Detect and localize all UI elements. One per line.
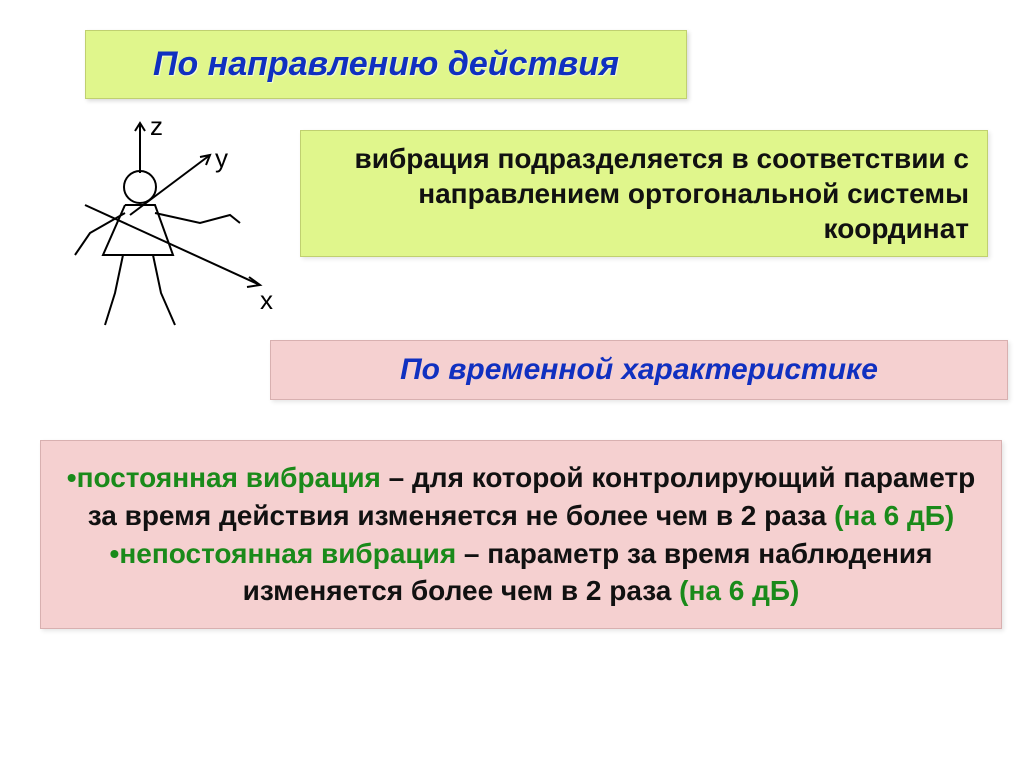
direction-description-box: вибрация подразделяется в соответствии с… [300,130,988,257]
axis-z-label: z [150,111,163,142]
bullet-1: • [67,462,77,493]
constant-vibration-line: •постоянная вибрация – для которой контр… [61,459,981,535]
constant-term: постоянная вибрация [77,462,381,493]
time-characteristic-heading-text: По временной характеристике [400,353,878,386]
nonconstant-vibration-line: •непостоянная вибрация – параметр за вре… [61,535,981,611]
direction-description-text: вибрация подразделяется в соответствии с… [319,141,969,246]
coordinate-stick-figure-diagram: z y x [35,115,285,335]
axis-y-label: y [215,143,228,174]
stick-figure-icon [35,115,285,335]
axis-x-label: x [260,285,273,316]
title-box: По направлению действия [85,30,687,99]
constant-db: (на 6 дБ) [834,500,954,531]
bullet-2: • [110,538,120,569]
time-characteristic-heading-box: По временной характеристике [270,340,1008,400]
nonconstant-term: непостоянная вибрация [119,538,456,569]
vibration-types-box: •постоянная вибрация – для которой контр… [40,440,1002,629]
title-text: По направлению действия [153,45,619,83]
nonconstant-db: (на 6 дБ) [679,575,799,606]
